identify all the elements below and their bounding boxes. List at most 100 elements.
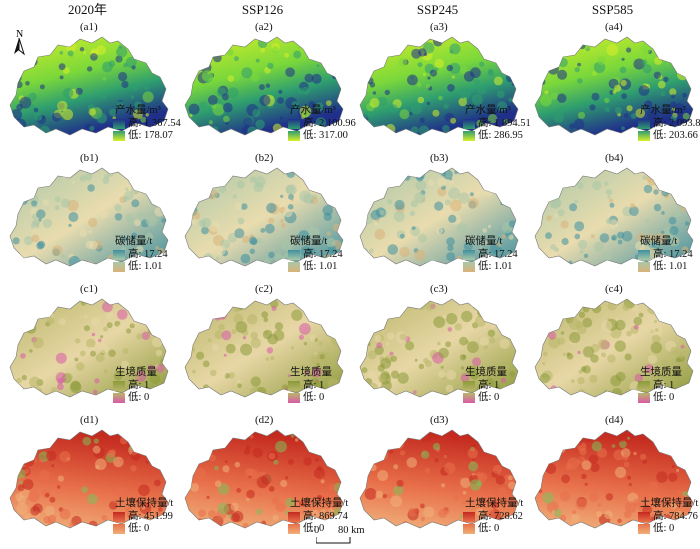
panel-label: (a2): [255, 21, 273, 33]
legend-swatch-high: [288, 381, 300, 391]
legend-high-value: 高: 1: [478, 380, 500, 391]
map-raster: [9, 298, 169, 398]
legend-low-value: 低: 1.01: [303, 261, 338, 272]
legend-low-value: 低: 1.01: [478, 261, 513, 272]
legend-low-value: 低: 0: [478, 523, 500, 534]
scale-length: 80 km: [338, 525, 365, 536]
panel-label: (d3): [430, 414, 449, 426]
map-raster: [9, 429, 169, 529]
map-panel-a2: (a2) 产水量/m³ 高: 2 100.96 低: 317.00: [175, 17, 356, 148]
legend-swatch-low: [638, 131, 650, 141]
map-raster: [184, 167, 344, 267]
panel-label: (d4): [605, 414, 624, 426]
legend-swatch-high: [288, 250, 300, 260]
legend-title: 土壤保持量/t: [465, 498, 524, 509]
legend-title: 产水量/m³: [115, 105, 161, 116]
map-raster: [534, 167, 694, 267]
legend-low-value: 低: 317.00: [303, 130, 348, 141]
legend-swatch-high: [113, 250, 125, 260]
scale-bar: 0 80 km: [314, 525, 394, 545]
map-panel-c2: (c2) 生境质量 高: 1 低: 0: [175, 279, 350, 410]
legend-swatch-high: [463, 381, 475, 391]
legend-swatch-low: [113, 524, 125, 534]
legend-low-value: 低: 0: [653, 392, 675, 403]
legend-high-value: 高: 784.76: [653, 511, 698, 522]
legend-swatch-high: [638, 512, 650, 522]
north-arrow-right-icon: [18, 37, 25, 56]
legend-swatch-high: [463, 119, 475, 129]
legend-high-value: 高: 17.24: [128, 249, 168, 260]
map-raster: [359, 298, 519, 398]
column-title-ssp126: SSP126: [241, 2, 284, 17]
scale-bar-line: [316, 537, 351, 544]
panel-label: (d1): [80, 414, 99, 426]
north-label: N: [16, 29, 23, 40]
legend-swatch-high: [288, 512, 300, 522]
legend-high-value: 高: 17.24: [478, 249, 518, 260]
legend-swatch-low: [288, 131, 300, 141]
map-raster: [9, 36, 169, 136]
column-title-ssp245: SSP245: [416, 2, 459, 17]
map-panel-c3: (c3) 生境质量 高: 1 低: 0: [350, 279, 525, 410]
scale-zero: 0: [314, 525, 320, 536]
map-panel-d4: (d4) 土壤保持量/t 高: 784.76 低: 0: [525, 410, 700, 541]
legend-high-value: 高: 1: [653, 380, 675, 391]
legend-low-value: 低: 286.95: [478, 130, 523, 141]
legend-high-value: 高: 2 100.96: [303, 118, 356, 129]
legend-swatch-low: [463, 262, 475, 272]
legend-high-value: 高: 17.24: [653, 249, 693, 260]
legend-swatch-high: [113, 119, 125, 129]
panel-label: (b3): [430, 152, 449, 164]
legend-swatch-high: [638, 381, 650, 391]
map-raster: [534, 298, 694, 398]
legend-swatch-low: [288, 262, 300, 272]
panel-label: (c4): [605, 283, 623, 295]
legend-high-value: 高: 1 894.51: [478, 118, 531, 129]
map-panel-b1: (b1) 碳储量/t 高: 17.24 低: 1.01: [0, 148, 175, 279]
legend-high-value: 高: 869.74: [303, 511, 348, 522]
legend-swatch-high: [638, 119, 650, 129]
legend-swatch-low: [463, 524, 475, 534]
legend-swatch-high: [113, 381, 125, 391]
panel-label: (b4): [605, 152, 624, 164]
legend-high-value: 高: 1 367.54: [128, 118, 181, 129]
legend-swatch-high: [463, 512, 475, 522]
legend-low-value: 低: 1.01: [653, 261, 688, 272]
legend-swatch-low: [113, 262, 125, 272]
map-panel-c1: (c1) 生境质量 高: 1 低: 0: [0, 279, 175, 410]
map-raster: [184, 298, 344, 398]
panel-label: (a3): [430, 21, 448, 33]
legend-low-value: 低: 0: [303, 392, 325, 403]
legend-title: 产水量/m³: [290, 105, 336, 116]
map-panel-a3: (a3) 产水量/m³ 高: 1 894.51 低: 286.95: [350, 17, 531, 148]
legend-swatch-low: [463, 131, 475, 141]
panel-label: (b1): [80, 152, 99, 164]
legend-title: 生境质量: [290, 367, 332, 378]
legend-swatch-low: [113, 393, 125, 403]
legend-title: 碳储量/t: [640, 236, 678, 247]
legend-high-value: 高: 2 093.86: [653, 118, 700, 129]
legend-title: 碳储量/t: [465, 236, 503, 247]
column-title-2020: 2020年: [67, 2, 107, 17]
panel-label: (a4): [605, 21, 623, 33]
column-title-ssp585: SSP585: [591, 2, 634, 17]
legend-swatch-low: [288, 393, 300, 403]
panel-label: (c2): [255, 283, 273, 295]
legend-low-value: 低: 0: [653, 523, 675, 534]
legend-title: 土壤保持量/t: [115, 498, 174, 509]
map-panel-d1: (d1) 土壤保持量/t 高: 451.99 低: 0: [0, 410, 175, 541]
legend-low-value: 低: 1.01: [128, 261, 163, 272]
panel-label: (a1): [80, 21, 98, 33]
north-arrow: N: [10, 28, 30, 58]
legend-low-value: 低: 203.66: [653, 130, 698, 141]
panel-label: (c3): [430, 283, 448, 295]
legend-title: 产水量/m³: [465, 105, 511, 116]
legend-swatch-high: [463, 250, 475, 260]
panel-label: (d2): [255, 414, 274, 426]
map-panel-c4: (c4) 生境质量 高: 1 低: 0: [525, 279, 700, 410]
map-panel-b3: (b3) 碳储量/t 高: 17.24 低: 1.01: [350, 148, 525, 279]
legend-swatch-low: [638, 524, 650, 534]
map-panel-b4: (b4) 碳储量/t 高: 17.24 低: 1.01: [525, 148, 700, 279]
legend-title: 生境质量: [115, 367, 157, 378]
